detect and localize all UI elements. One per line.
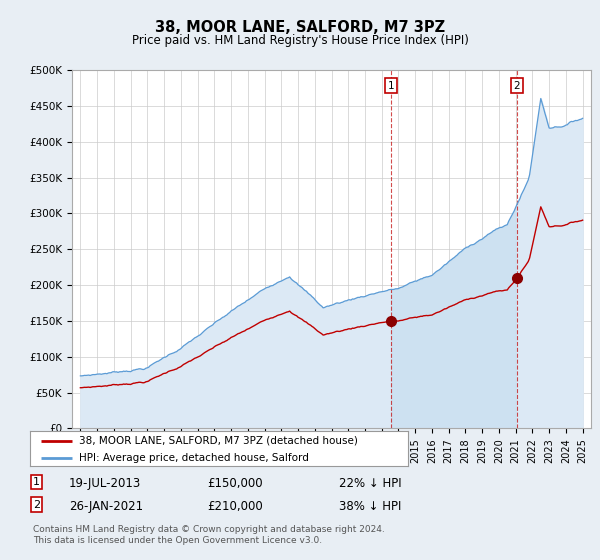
Text: 38% ↓ HPI: 38% ↓ HPI: [339, 500, 401, 512]
Text: 2: 2: [33, 500, 40, 510]
Text: £150,000: £150,000: [207, 477, 263, 490]
Text: HPI: Average price, detached house, Salford: HPI: Average price, detached house, Salf…: [79, 453, 309, 463]
Text: 38, MOOR LANE, SALFORD, M7 3PZ (detached house): 38, MOOR LANE, SALFORD, M7 3PZ (detached…: [79, 436, 358, 446]
Text: Price paid vs. HM Land Registry's House Price Index (HPI): Price paid vs. HM Land Registry's House …: [131, 34, 469, 46]
Text: 2: 2: [514, 81, 520, 91]
Text: 19-JUL-2013: 19-JUL-2013: [69, 477, 141, 490]
Text: 22% ↓ HPI: 22% ↓ HPI: [339, 477, 401, 490]
Text: 1: 1: [388, 81, 394, 91]
Text: Contains HM Land Registry data © Crown copyright and database right 2024.
This d: Contains HM Land Registry data © Crown c…: [33, 525, 385, 545]
Text: 1: 1: [33, 477, 40, 487]
Text: 38, MOOR LANE, SALFORD, M7 3PZ: 38, MOOR LANE, SALFORD, M7 3PZ: [155, 20, 445, 35]
Text: £210,000: £210,000: [207, 500, 263, 512]
Text: 26-JAN-2021: 26-JAN-2021: [69, 500, 143, 512]
